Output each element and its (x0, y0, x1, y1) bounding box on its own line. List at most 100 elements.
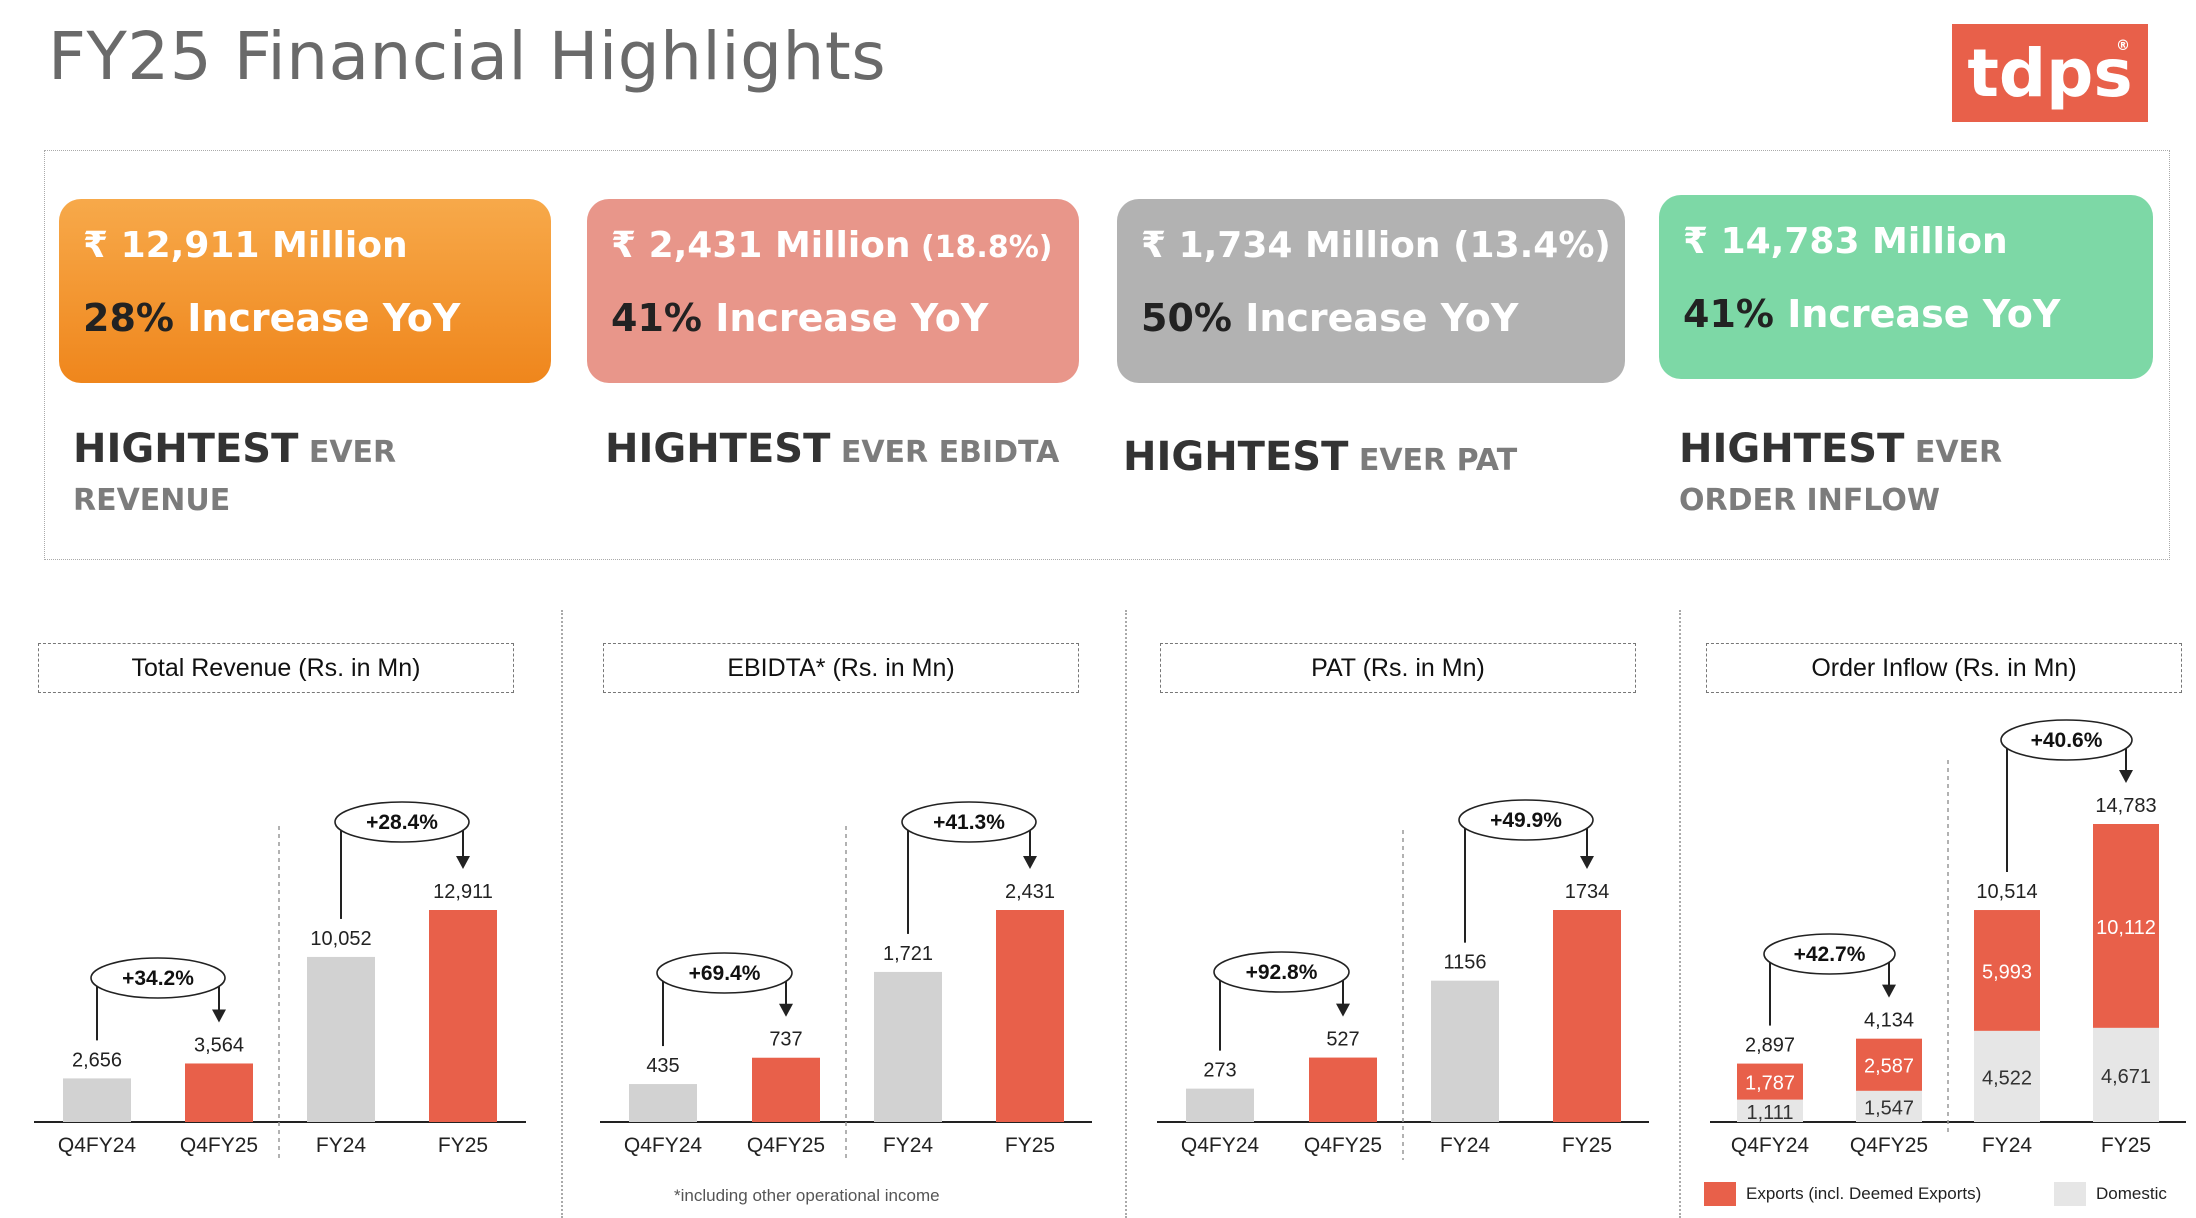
bar-value-label: 12,911 (433, 881, 493, 903)
bar-total-label: 2,897 (1745, 1035, 1795, 1057)
segment-value-label: 4,671 (2101, 1066, 2151, 1088)
highlight-caption-revenue: HIGHTEST EVER REVENUE (73, 426, 397, 518)
growth-arrowhead (212, 1009, 226, 1023)
bar-exports-q4fy24 (1737, 1063, 1803, 1100)
bar-fy24 (307, 956, 375, 1122)
highlight-card-ebidta: ₹ 2,431 Million (18.8%) 41% Increase YoY (587, 199, 1079, 383)
growth-arrowhead (1882, 984, 1896, 998)
x-tick-label: Q4FY25 (747, 1134, 825, 1157)
chart-divider (561, 610, 563, 1218)
highlight-increase: 50% Increase YoY (1141, 296, 1519, 340)
growth-arrowhead (1336, 1003, 1350, 1017)
bar-value-label: 10,052 (310, 928, 371, 950)
bar-exports-fy24 (1974, 910, 2040, 1031)
bar-value-label: 1156 (1443, 952, 1486, 974)
growth-badge-label: +28.4% (366, 811, 438, 834)
x-tick-label: FY25 (2101, 1134, 2151, 1157)
highlight-caption-ebidta: HIGHTEST EVER EBIDTA (605, 426, 1060, 472)
growth-badge (1458, 799, 1594, 841)
bar-fy24 (874, 971, 942, 1122)
bar-total-label: 14,783 (2095, 795, 2156, 817)
chart-title-order-inflow: Order Inflow (Rs. in Mn) (1706, 643, 2182, 693)
growth-badge (90, 957, 226, 999)
ebidta-bar-chart: 435 Q4FY24 737 Q4FY25 1,721 FY24 2,431 FY25 +69.… (600, 801, 1092, 1160)
highlights-panel: ₹ 12,911 Million 28% Increase YoY ₹ 2,43… (44, 150, 2170, 560)
bar-domestic-fy24 (1974, 1030, 2040, 1122)
highlight-increase: 41% Increase YoY (611, 296, 989, 340)
x-tick-label: Q4FY24 (58, 1134, 137, 1157)
highlight-amount: ₹ 12,911 Million (83, 225, 408, 266)
bar-value-label: 1734 (1565, 881, 1610, 903)
logo-text: tdps (1967, 34, 2133, 112)
bar-total-label: 4,134 (1864, 1010, 1914, 1032)
segment-value-label: 2,587 (1864, 1056, 1914, 1078)
bar-domestic-q4fy25 (1856, 1090, 1922, 1122)
chart-title-ebidta: EBIDTA* (Rs. in Mn) (603, 643, 1079, 693)
bar-value-label: 273 (1203, 1060, 1236, 1082)
revenue-bar-chart: 2,656 Q4FY24 3,564 Q4FY25 10,052 FY24 12,911 FY… (34, 801, 526, 1160)
growth-badge-label: +69.4% (689, 962, 761, 985)
x-tick-label: FY24 (1440, 1134, 1491, 1157)
chart-title-revenue: Total Revenue (Rs. in Mn) (38, 643, 514, 693)
highlight-card-order-inflow: ₹ 14,783 Million 41% Increase YoY (1659, 195, 2153, 379)
footnote: *including other operational income (674, 1186, 940, 1205)
highlight-amount: ₹ 2,431 Million (18.8%) (611, 225, 1053, 266)
bar-value-label: 435 (646, 1055, 679, 1077)
segment-value-label: 1,787 (1745, 1073, 1795, 1095)
growth-badge (901, 801, 1037, 843)
legend-swatch-domestic (2054, 1182, 2086, 1206)
x-tick-label: FY24 (883, 1134, 934, 1157)
growth-badge (656, 952, 793, 994)
legend-label-exports: Exports (incl. Deemed Exports) (1746, 1184, 1982, 1203)
growth-arrowhead (2119, 770, 2133, 783)
highlight-increase: 28% Increase YoY (83, 296, 461, 340)
order-inflow-legend: Exports (incl. Deemed Exports) Domestic (1704, 1180, 2194, 1210)
x-tick-label: Q4FY25 (1850, 1134, 1928, 1157)
segment-value-label: 5,993 (1982, 961, 2032, 983)
tdps-logo: tdps ® (1952, 24, 2148, 122)
bar-total-label: 10,514 (1976, 881, 2037, 903)
bar-fy25 (1553, 910, 1621, 1122)
highlight-amount: ₹ 14,783 Million (1683, 221, 2008, 262)
segment-value-label: 10,112 (2096, 917, 2156, 939)
segment-value-label: 1,111 (1746, 1102, 1793, 1124)
growth-badge-label: +41.3% (933, 811, 1005, 834)
legend-label-domestic: Domestic (2096, 1184, 2167, 1203)
bar-q4fy24 (1186, 1088, 1254, 1122)
bar-value-label: 2,431 (1005, 881, 1055, 903)
growth-badge-label: +40.6% (2031, 729, 2103, 752)
bar-q4fy24 (63, 1078, 131, 1122)
growth-arrowhead (1580, 856, 1594, 869)
bar-q4fy24 (629, 1084, 697, 1122)
highlight-amount: ₹ 1,734 Million (13.4%) (1141, 225, 1611, 266)
x-tick-label: FY25 (1562, 1134, 1612, 1157)
bar-fy25 (996, 910, 1064, 1122)
x-tick-label: FY25 (438, 1134, 488, 1157)
bar-q4fy25 (752, 1057, 820, 1122)
highlight-caption-pat: HIGHTEST EVER PAT (1123, 434, 1518, 480)
growth-arrowhead (1023, 856, 1037, 869)
x-tick-label: FY24 (316, 1134, 367, 1157)
chart-divider (1679, 610, 1681, 1218)
growth-badge (334, 801, 470, 843)
highlight-card-revenue: ₹ 12,911 Million 28% Increase YoY (59, 199, 551, 383)
growth-badge-label: +34.2% (122, 967, 194, 990)
segment-value-label: 1,547 (1864, 1097, 1914, 1119)
x-tick-label: Q4FY24 (624, 1134, 703, 1157)
growth-badge (2000, 719, 2133, 761)
x-tick-label: Q4FY24 (1731, 1134, 1810, 1157)
bar-domestic-fy25 (2093, 1027, 2159, 1122)
legend-swatch-exports (1704, 1182, 1736, 1206)
growth-arrowhead (456, 856, 470, 869)
growth-badge-label: +42.7% (1794, 943, 1866, 966)
chart-title-pat: PAT (Rs. in Mn) (1160, 643, 1636, 693)
x-tick-label: Q4FY25 (1304, 1134, 1382, 1157)
chart-divider (1125, 610, 1127, 1218)
bar-q4fy25 (185, 1063, 253, 1122)
x-tick-label: FY25 (1005, 1134, 1055, 1157)
highlight-card-pat: ₹ 1,734 Million (13.4%) 50% Increase YoY (1117, 199, 1625, 383)
segment-value-label: 4,522 (1982, 1067, 2032, 1089)
bar-value-label: 1,721 (883, 943, 933, 965)
bar-exports-fy25 (2093, 824, 2159, 1028)
growth-badge-label: +49.9% (1490, 809, 1562, 832)
